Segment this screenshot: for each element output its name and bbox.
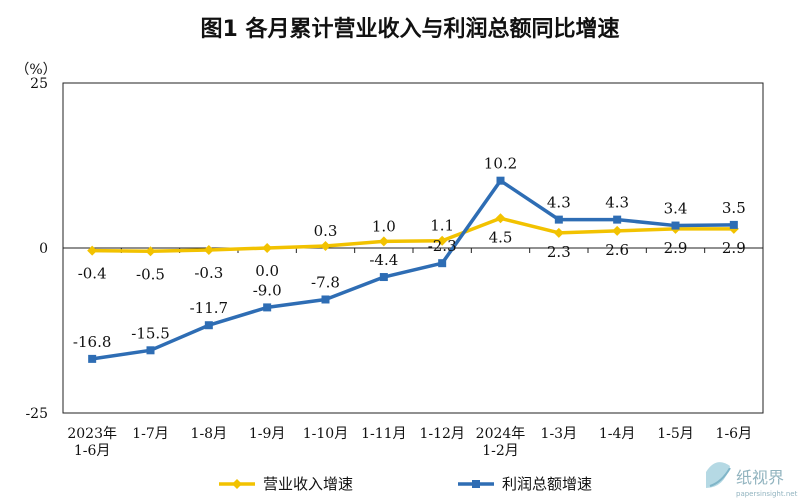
revenue-series-point (553, 227, 564, 238)
profit-series-point (554, 215, 563, 224)
revenue-data-label: 2.6 (605, 241, 629, 259)
profit-series-point (438, 259, 447, 268)
watermark-logo-swoosh (709, 467, 731, 487)
profit-data-label: -7.8 (311, 273, 340, 291)
chart-title: 图1 各月累计营业收入与利润总额同比增速 (201, 16, 620, 42)
revenue-data-label: 2.9 (664, 239, 688, 257)
x-tick-label: 1-10月 (303, 426, 348, 442)
profit-series-point (263, 303, 272, 312)
revenue-data-label: 4.5 (489, 228, 513, 246)
y-tick-label: 0 (39, 241, 48, 257)
profit-data-label: -4.4 (369, 251, 398, 269)
x-tick-label: 1-3月 (541, 426, 578, 442)
revenue-data-label: -0.4 (78, 265, 107, 283)
profit-legend-label: 利润总额增速 (502, 475, 592, 493)
revenue-series-point (262, 243, 273, 253)
x-tick-label: 1-4月 (599, 426, 636, 442)
profit-data-label: 3.4 (664, 200, 688, 218)
profit-legend-marker (472, 480, 480, 488)
revenue-data-label: 1.0 (372, 217, 396, 235)
revenue-legend-label: 营业收入增速 (263, 475, 353, 493)
x-tick-label: 1-5月 (657, 426, 694, 442)
revenue-data-label: 1.1 (430, 217, 454, 235)
revenue-series-point (145, 246, 156, 257)
watermark-url: papersinsight.net (736, 490, 798, 498)
revenue-series-point (437, 235, 448, 246)
legend: 营业收入增速 利润总额增速 (219, 475, 592, 493)
data-labels: -16.8 -15.5 -11.7 -9.0 -7.8 -4.4 -2.3 10.2 4.3 4.… (73, 155, 746, 351)
profit-series-point (496, 176, 505, 185)
profit-data-label: 4.3 (547, 194, 571, 212)
revenue-data-label: 2.9 (722, 239, 746, 257)
revenue-data-label: 2.3 (547, 243, 571, 261)
profit-data-label: -15.5 (131, 324, 169, 342)
series-layer (87, 176, 739, 363)
profit-data-label: -11.7 (190, 299, 228, 317)
revenue-data-label: 0.0 (255, 262, 279, 280)
profit-series-point (321, 295, 330, 304)
revenue-data-label: 0.3 (314, 222, 338, 240)
revenue-series-point (320, 241, 331, 252)
revenue-series-point (378, 236, 389, 247)
revenue-series-point (203, 244, 214, 255)
revenue-series-point (495, 213, 506, 224)
profit-data-label: -2.3 (428, 237, 457, 255)
revenue-data-label: -0.3 (194, 264, 223, 282)
revenue-series-point (87, 245, 98, 256)
profit-series-point (379, 273, 388, 282)
profit-data-label: 10.2 (484, 155, 517, 173)
x-tick-label: 1-8月 (191, 426, 228, 442)
x-tick-label: 1-12月 (419, 426, 464, 442)
revenue-legend-marker (232, 479, 242, 489)
watermark-name: 纸视界 (736, 468, 784, 487)
profit-series-point (613, 215, 622, 224)
revenue-series-line (92, 216, 734, 254)
x-tick-label: 2023年 1-6月 (67, 426, 117, 459)
x-tick-label: 1-6月 (716, 426, 753, 442)
y-tick-label: -25 (25, 406, 48, 422)
profit-series-point (671, 221, 680, 230)
profit-data-label: 3.5 (722, 199, 746, 217)
revenue-series-point (612, 225, 623, 236)
profit-series-point (88, 354, 97, 363)
y-axis-unit: （%） (15, 62, 56, 78)
x-tick-label: 1-11月 (361, 426, 406, 442)
x-tick-label: 2024年 1-2月 (476, 426, 526, 459)
profit-series-point (146, 346, 155, 355)
x-tick-label: 1-7月 (132, 426, 169, 442)
profit-data-label: 4.3 (605, 194, 629, 212)
axes: 25 0 -25 2023年 1-6月 1-7月 1-8月 1-9月 1-10月 1-11月 1-1… (25, 76, 764, 459)
profit-data-label: -16.8 (73, 333, 111, 351)
profit-data-label: -9.0 (253, 281, 282, 299)
y-tick-label: 25 (30, 76, 48, 92)
x-tick-label: 1-9月 (249, 426, 286, 442)
profit-series-point (204, 321, 213, 330)
revenue-data-label: -0.5 (136, 265, 165, 283)
watermark-logo-icon (706, 462, 730, 488)
watermark-logo: 纸视界 papersinsight.net (706, 462, 798, 498)
profit-series-point (729, 220, 738, 229)
profit-series-line (91, 178, 734, 361)
